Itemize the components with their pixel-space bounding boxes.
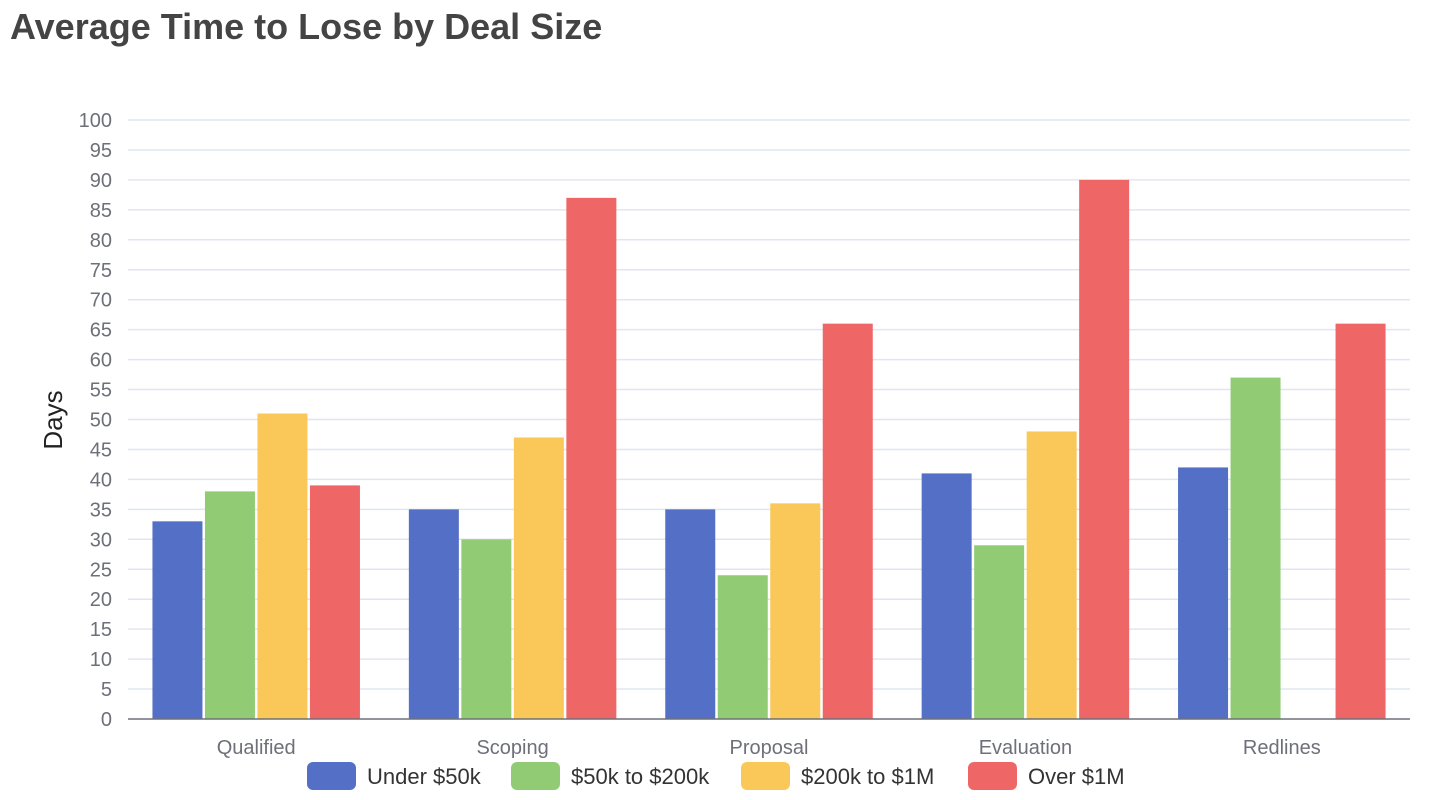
legend-swatch [741, 762, 790, 790]
y-tick-label: 45 [90, 439, 112, 461]
y-tick-label: 35 [90, 499, 112, 521]
y-tick-label: 15 [90, 619, 112, 641]
y-tick-label: 20 [90, 589, 112, 611]
bar-evaluation-series-4[interactable] [1079, 179, 1130, 719]
bar-evaluation-series-2[interactable] [974, 545, 1025, 719]
legend-label: Over $1M [1028, 764, 1125, 789]
x-tick-label: Proposal [730, 737, 809, 759]
y-tick-label: 40 [90, 469, 112, 491]
x-tick-label: Redlines [1243, 737, 1321, 759]
y-tick-label: 0 [101, 709, 112, 731]
bar-qualified-series-2[interactable] [204, 491, 255, 719]
y-tick-label: 30 [90, 529, 112, 551]
legend[interactable]: Under $50k $50k to $200k $200k to $1M Over … [307, 762, 1125, 790]
y-tick-label: 70 [90, 290, 112, 312]
bar-redlines-series-2[interactable] [1230, 377, 1281, 719]
y-tick-label: 65 [90, 320, 112, 342]
y-tick-label: 75 [90, 260, 112, 282]
y-tick-label: 5 [101, 679, 112, 701]
x-tick-label: Scoping [476, 737, 548, 759]
legend-label: $200k to $1M [801, 764, 934, 789]
bar-qualified-series-3[interactable] [257, 413, 308, 719]
y-tick-label: 10 [90, 649, 112, 671]
bar-redlines-series-1[interactable] [1178, 467, 1229, 719]
bar-qualified-series-4[interactable] [309, 485, 360, 719]
bar-evaluation-series-3[interactable] [1026, 431, 1077, 719]
y-tick-label: 90 [90, 170, 112, 192]
legend-label: $50k to $200k [571, 764, 710, 789]
legend-item[interactable]: Over $1M [968, 762, 1125, 790]
bar-proposal-series-1[interactable] [665, 509, 716, 719]
y-tick-label: 55 [90, 380, 112, 402]
bar-qualified-series-1[interactable] [152, 521, 203, 719]
bar-proposal-series-3[interactable] [770, 503, 821, 719]
legend-label: Under $50k [367, 764, 482, 789]
chart-title: Average Time to Lose by Deal Size [10, 6, 603, 47]
y-tick-label: 50 [90, 410, 112, 432]
legend-item[interactable]: Under $50k [307, 762, 482, 790]
bar-proposal-series-2[interactable] [717, 575, 768, 719]
bars [152, 179, 1386, 719]
bar-scoping-series-1[interactable] [408, 509, 459, 719]
bar-scoping-series-4[interactable] [566, 197, 617, 719]
legend-item[interactable]: $200k to $1M [741, 762, 934, 790]
legend-swatch [307, 762, 356, 790]
y-axis-ticks: 0 5 10 15 20 25 30 35 40 45 50 55 60 65 70 75 80 85 90 95 10… [79, 110, 112, 731]
legend-swatch [511, 762, 560, 790]
bar-proposal-series-4[interactable] [822, 323, 873, 719]
bar-scoping-series-2[interactable] [461, 539, 512, 719]
y-tick-label: 60 [90, 350, 112, 372]
legend-item[interactable]: $50k to $200k [511, 762, 710, 790]
x-tick-label: Evaluation [979, 737, 1072, 759]
bar-redlines-series-4[interactable] [1335, 323, 1386, 719]
legend-swatch [968, 762, 1017, 790]
x-tick-label: Qualified [217, 737, 296, 759]
y-tick-label: 95 [90, 140, 112, 162]
y-tick-label: 80 [90, 230, 112, 252]
bar-scoping-series-3[interactable] [513, 437, 564, 719]
y-tick-label: 85 [90, 200, 112, 222]
y-tick-label: 25 [90, 559, 112, 581]
y-tick-label: 100 [79, 110, 112, 132]
y-axis-label: Days [38, 390, 68, 449]
bar-evaluation-series-1[interactable] [921, 473, 972, 719]
x-axis-ticks: Qualified Scoping Proposal Evaluation Redlin… [217, 737, 1321, 759]
